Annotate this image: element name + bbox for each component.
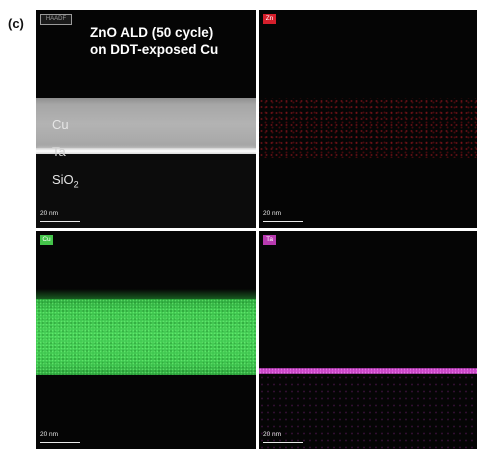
scalebar-label: 20 nm: [263, 431, 282, 438]
zn-tag: Zn: [263, 14, 276, 24]
cu-signal: [36, 299, 256, 375]
cu-tag: Cu: [40, 235, 53, 245]
haadf-tag: HAADF: [40, 14, 72, 25]
title-line-1: ZnO ALD (50 cycle): [90, 25, 214, 40]
panel-letter: (c): [8, 16, 24, 31]
scalebar-label: 20 nm: [40, 210, 59, 217]
cu-layer-band: [36, 98, 256, 150]
sio2-subscript: 2: [73, 179, 79, 190]
zn-signal: [259, 98, 477, 158]
figure-title: ZnO ALD (50 cycle) on DDT-exposed Cu: [90, 24, 256, 58]
haadf-scalebar: 20 nm: [40, 210, 80, 222]
sio2-base: SiO: [52, 172, 74, 187]
scalebar-line: [40, 441, 80, 443]
scalebar-label: 20 nm: [263, 210, 282, 217]
ta-map-panel: Ta 20 nm: [259, 231, 477, 449]
sio2-layer-label: SiO2: [52, 172, 79, 190]
zn-scalebar: 20 nm: [263, 210, 303, 222]
zn-map-panel: Zn 20 nm: [259, 10, 477, 228]
cu-map-panel: Cu 20 nm: [36, 231, 256, 449]
scalebar-line: [263, 220, 303, 222]
ta-layer-band: [36, 148, 256, 154]
cu-layer-label: Cu: [52, 117, 69, 132]
cu-signal-edge: [36, 289, 256, 299]
sio2-layer-band: [36, 154, 256, 228]
scalebar-label: 20 nm: [40, 431, 59, 438]
title-line-2: on DDT-exposed Cu: [90, 42, 219, 57]
ta-scalebar: 20 nm: [263, 431, 303, 443]
ta-signal-line: [259, 368, 477, 374]
haadf-panel: HAADF ZnO ALD (50 cycle) on DDT-exposed …: [36, 10, 256, 228]
ta-tag: Ta: [263, 235, 276, 245]
cu-scalebar: 20 nm: [40, 431, 80, 443]
scalebar-line: [40, 220, 80, 222]
ta-layer-label: Ta: [52, 144, 66, 159]
ta-signal-background: [259, 374, 477, 449]
scalebar-line: [263, 441, 303, 443]
